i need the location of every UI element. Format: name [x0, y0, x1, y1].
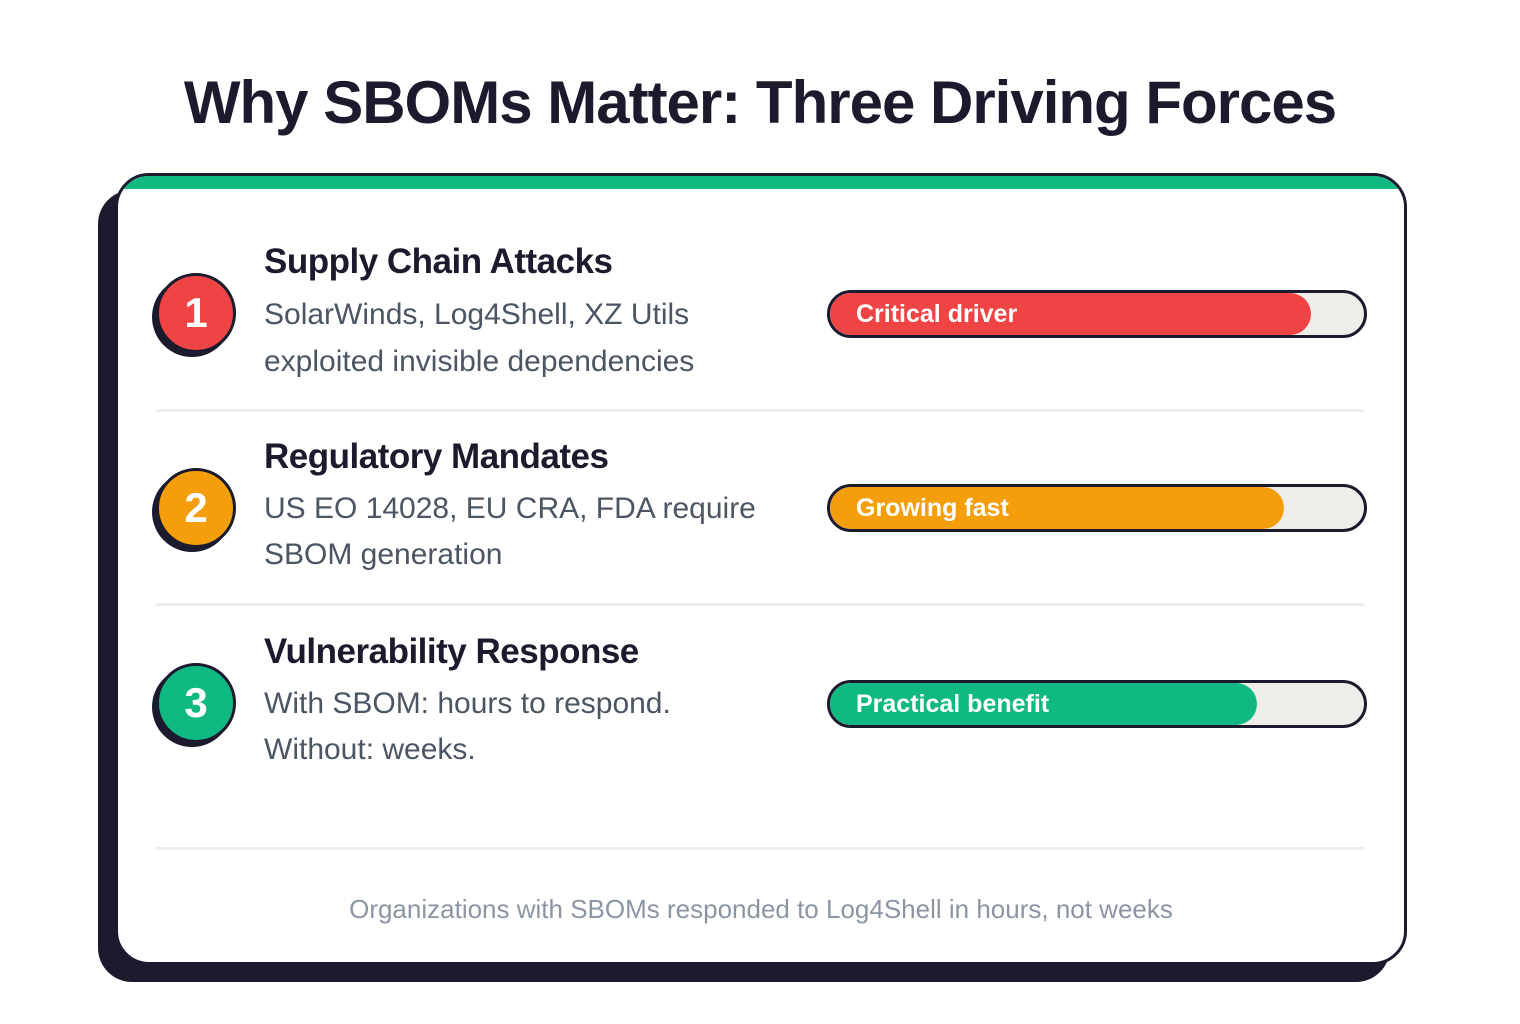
level-fill: Practical benefit: [830, 683, 1258, 725]
force-title: Regulatory Mandates: [264, 437, 609, 476]
bar-label: Critical driver: [856, 299, 1018, 328]
level-bar: Critical driver: [827, 290, 1367, 338]
level-fill: Critical driver: [830, 293, 1311, 335]
divider: [156, 603, 1364, 606]
level-bar: Growing fast: [827, 484, 1367, 532]
divider: [156, 409, 1364, 412]
forces-card: 1 Supply Chain Attacks SolarWinds, Log4S…: [115, 173, 1407, 965]
page-title: Why SBOMs Matter: Three Driving Forces: [183, 69, 1337, 136]
accent-stripe: [118, 176, 1404, 189]
force-title: Vulnerability Response: [264, 632, 639, 671]
number-badge: 1: [156, 273, 236, 353]
number-badge: 3: [156, 663, 236, 743]
bar-label: Growing fast: [856, 493, 1009, 522]
force-title: Supply Chain Attacks: [264, 242, 613, 281]
footer-note: Organizations with SBOMs responded to Lo…: [349, 894, 1173, 924]
divider: [156, 847, 1364, 850]
level-fill: Growing fast: [830, 487, 1284, 529]
force-description: With SBOM: hours to respond. Without: we…: [264, 687, 671, 766]
level-bar: Practical benefit: [827, 680, 1367, 728]
force-description: SolarWinds, Log4Shell, XZ Utils exploite…: [264, 298, 695, 378]
bar-label: Practical benefit: [856, 689, 1050, 718]
number-badge: 2: [156, 468, 236, 548]
force-description: US EO 14028, EU CRA, FDA require SBOM ge…: [264, 492, 756, 571]
